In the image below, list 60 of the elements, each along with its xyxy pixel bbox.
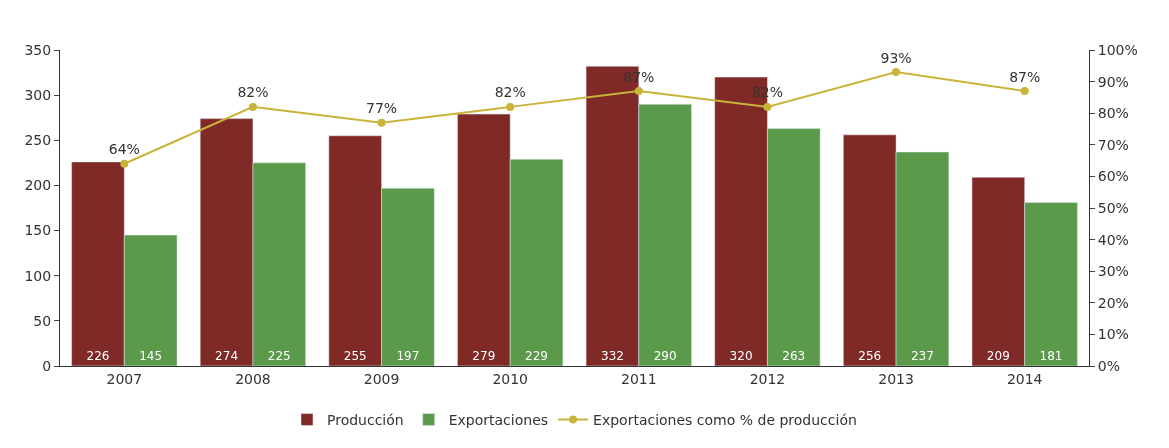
y-tick-label: 50	[33, 312, 52, 329]
data-label: 209	[986, 349, 1010, 363]
data-label: 274	[215, 349, 239, 363]
x-tick-label: 2010	[492, 370, 529, 387]
y2-tick-label: 60%	[1097, 168, 1129, 185]
data-label: 82%	[237, 84, 269, 101]
data-label: 332	[600, 349, 624, 363]
y-tick-label: 150	[24, 222, 52, 239]
y-tick-label: 300	[24, 87, 52, 104]
point	[377, 118, 386, 127]
y-tick-label: 250	[24, 132, 52, 149]
x-tick-label: 2013	[878, 370, 914, 387]
y2-tick-label: 30%	[1097, 263, 1129, 280]
x-tick-label: 2012	[749, 370, 786, 387]
x-tick-label: 2011	[620, 370, 657, 387]
x-tick-label: 2009	[363, 370, 400, 387]
y2-tick-label: 10%	[1097, 326, 1129, 343]
point	[763, 102, 772, 111]
y-tick-label: 0	[42, 357, 52, 374]
legend-label: Exportaciones	[448, 411, 549, 428]
data-label: 93%	[880, 49, 912, 66]
y2-tick-label: 80%	[1097, 105, 1129, 122]
y2-tick-label: 20%	[1097, 294, 1129, 311]
x-tick-label: 2014	[1006, 370, 1043, 387]
point	[892, 68, 901, 77]
y-tick-label: 200	[24, 177, 52, 194]
data-label: 181	[1039, 349, 1063, 363]
data-label: 225	[267, 349, 291, 363]
legend-label: Producción	[327, 411, 404, 428]
data-label: 64%	[108, 141, 140, 158]
point	[1020, 87, 1029, 96]
data-label: 263	[782, 349, 806, 363]
data-label: 290	[653, 349, 677, 363]
data-label: 320	[729, 349, 753, 363]
data-label: 237	[910, 349, 934, 363]
y-tick-label: 100	[24, 267, 52, 284]
point	[120, 159, 129, 168]
data-label: 256	[858, 349, 882, 363]
x-tick-label: 2008	[235, 370, 271, 387]
y2-tick-label: 90%	[1097, 73, 1129, 90]
data-label: 229	[525, 349, 549, 363]
legend-label: Exportaciones como % de producción	[593, 411, 857, 428]
y2-tick-label: 50%	[1097, 199, 1129, 216]
data-label: 255	[343, 349, 367, 363]
point	[248, 102, 257, 111]
data-label: 226	[86, 349, 110, 363]
y2-tick-label: 70%	[1097, 136, 1129, 153]
data-label: 279	[472, 349, 496, 363]
data-label: 77%	[366, 100, 398, 117]
y2-tick-label: 100%	[1097, 41, 1138, 58]
point	[506, 102, 515, 111]
data-label: 87%	[1009, 68, 1041, 85]
x-tick-label: 2007	[106, 370, 143, 387]
y-tick-label: 350	[24, 41, 52, 58]
y2-tick-label: 0%	[1097, 357, 1121, 374]
point	[634, 87, 643, 96]
data-label: 197	[396, 349, 420, 363]
y2-tick-label: 40%	[1097, 231, 1129, 248]
data-label: 82%	[494, 84, 526, 101]
data-label: 145	[139, 349, 163, 363]
